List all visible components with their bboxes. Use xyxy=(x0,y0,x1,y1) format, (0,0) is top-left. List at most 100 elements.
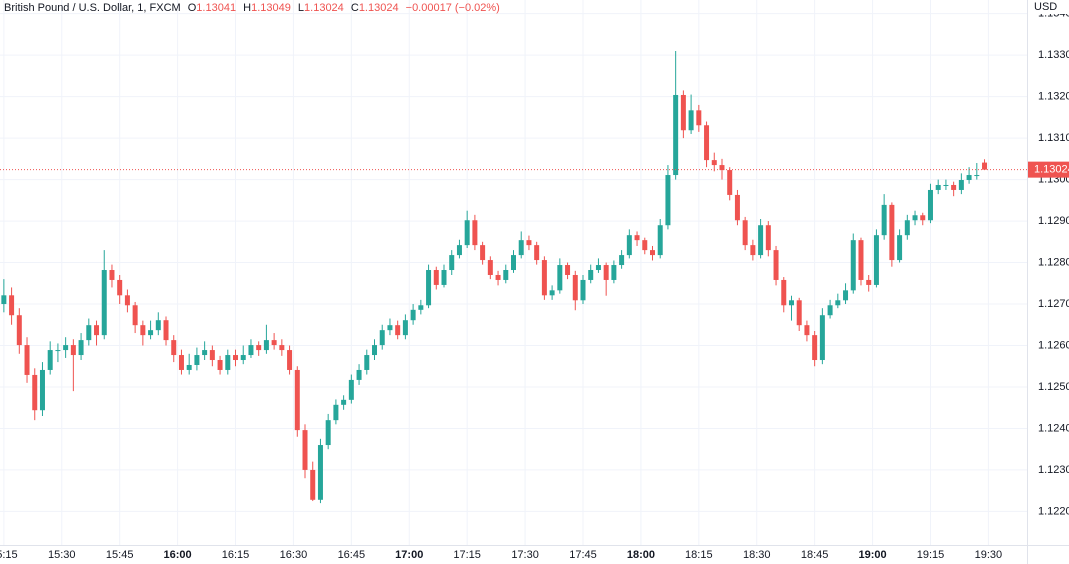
candle-body xyxy=(819,315,825,361)
candle-body xyxy=(317,445,323,500)
candle-body xyxy=(688,110,694,131)
candle-body xyxy=(588,270,594,280)
candle-body xyxy=(958,180,964,190)
currency-bg xyxy=(1030,0,1069,14)
candle-body xyxy=(217,360,223,370)
x-tick-label: 17:00 xyxy=(395,549,423,561)
grid xyxy=(0,0,1027,545)
candle-body xyxy=(966,175,972,181)
candle-body xyxy=(595,265,601,271)
x-tick-label: 18:30 xyxy=(743,549,771,561)
x-tick-label: 17:30 xyxy=(511,549,539,561)
x-tick-label: 16:30 xyxy=(280,549,308,561)
candle-body xyxy=(951,184,957,190)
candle-body xyxy=(750,245,756,256)
x-tick-label: 16:00 xyxy=(164,549,192,561)
candle-body xyxy=(788,300,794,306)
candle-body xyxy=(464,220,470,246)
candle-body xyxy=(271,340,277,346)
candle-body xyxy=(541,260,547,296)
y-tick-label: 1.12200 xyxy=(1038,505,1069,517)
candle-body xyxy=(580,279,586,301)
candle-body xyxy=(765,225,771,251)
candle-body xyxy=(348,379,354,400)
candle-body xyxy=(526,240,532,246)
candle-body xyxy=(796,300,802,326)
candle-body xyxy=(433,270,439,285)
candle-body xyxy=(827,305,833,316)
candle-body xyxy=(233,355,239,361)
candle-body xyxy=(240,355,246,361)
candle-body xyxy=(912,215,918,221)
y-tick-label: 1.12700 xyxy=(1038,298,1069,310)
candle-body xyxy=(379,330,385,346)
candle-body xyxy=(202,350,208,356)
candle-body xyxy=(132,305,138,326)
ohlc-label: C xyxy=(351,2,359,14)
candle-body xyxy=(472,220,478,246)
candle-body xyxy=(402,320,408,336)
candle-body xyxy=(704,125,710,161)
candle-body xyxy=(487,260,493,275)
candle-body xyxy=(858,240,864,280)
x-tick-label: 18:15 xyxy=(685,549,713,561)
candle-body xyxy=(124,295,130,306)
candle-body xyxy=(263,340,269,351)
candle-body xyxy=(410,309,416,321)
candle-body xyxy=(325,420,331,446)
candle-body xyxy=(711,160,717,166)
candle-body xyxy=(657,225,663,256)
legend: British Pound / U.S. Dollar, 1, FXCM O1.… xyxy=(4,2,500,14)
candle-body xyxy=(294,369,300,431)
x-tick-label: 19:00 xyxy=(858,549,886,561)
candle-body xyxy=(495,274,501,280)
candle-body xyxy=(117,279,123,296)
x-tick-label: 15:15 xyxy=(0,549,18,561)
candle-body xyxy=(557,265,563,291)
candle-body xyxy=(680,94,686,131)
candle-body xyxy=(920,215,926,221)
candle-body xyxy=(24,345,30,375)
candle-body xyxy=(186,364,192,370)
candle-body xyxy=(418,305,424,310)
y-tick-label: 1.13200 xyxy=(1038,91,1069,103)
x-tick-label: 18:45 xyxy=(801,549,829,561)
ohlc-value: 1.13024 xyxy=(359,2,399,14)
candle-body xyxy=(511,255,516,271)
candle-body xyxy=(55,350,61,352)
candle-body xyxy=(673,94,679,176)
ohlc-label: H xyxy=(243,2,251,14)
ohlc-value: 1.13049 xyxy=(251,2,291,14)
candle-body xyxy=(16,315,22,346)
candle-body xyxy=(727,170,733,195)
candle-body xyxy=(456,245,462,256)
candle-body xyxy=(94,325,100,336)
candle-body xyxy=(140,325,146,336)
x-tick-label: 15:30 xyxy=(48,549,76,561)
candle-body xyxy=(480,245,486,261)
candle-body xyxy=(225,355,231,370)
candle-body xyxy=(781,279,787,306)
candle-body xyxy=(696,110,702,126)
candle-body xyxy=(927,189,933,221)
candle-body xyxy=(148,330,154,336)
candle-body xyxy=(619,255,625,266)
ohlc-value: 1.13041 xyxy=(196,2,236,14)
candle-body xyxy=(943,184,949,186)
candle-body xyxy=(395,325,401,336)
candle-body xyxy=(611,265,617,280)
candle-body xyxy=(665,175,671,226)
y-tick-label: 1.12900 xyxy=(1038,215,1069,227)
candles xyxy=(0,51,1027,504)
x-tick-label: 18:00 xyxy=(627,549,655,561)
candle-body xyxy=(549,290,555,296)
candle-body xyxy=(904,220,910,236)
candle-body xyxy=(734,194,740,221)
candle-body xyxy=(155,320,161,331)
candle-body xyxy=(897,235,903,261)
candle-body xyxy=(982,162,988,170)
candle-body xyxy=(47,350,53,370)
candle-body xyxy=(534,245,540,261)
